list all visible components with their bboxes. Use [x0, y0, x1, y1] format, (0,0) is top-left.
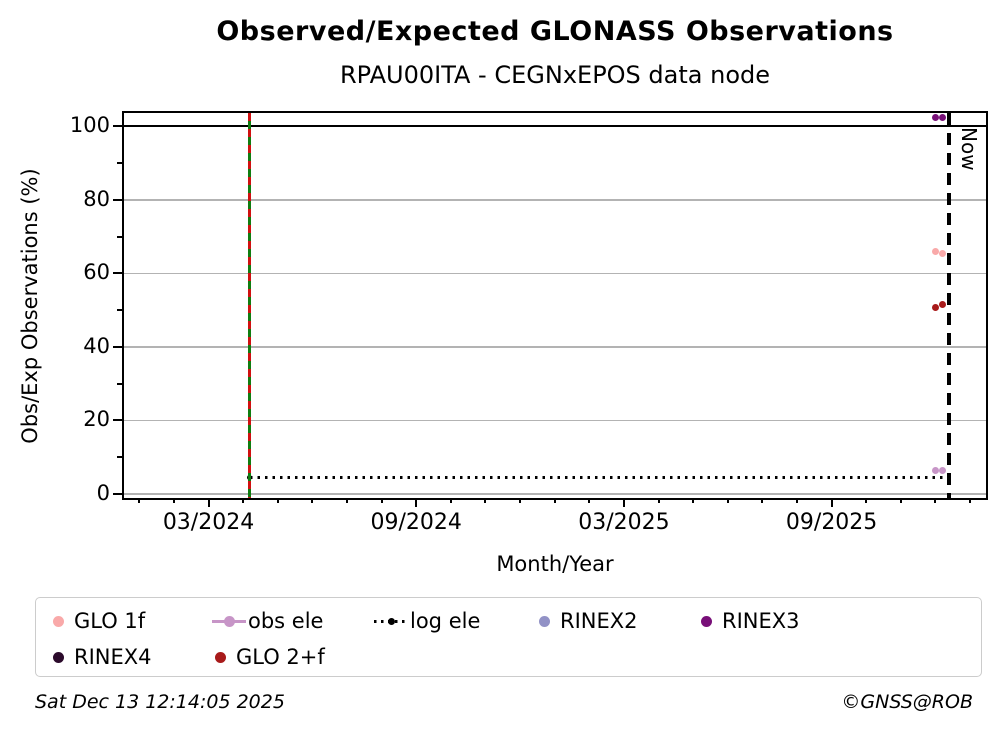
plot-area: Now 0 20 40 60 80 100 03/2024 09/2024 03/2025 09/… — [70, 113, 986, 535]
legend-dot-icon — [53, 615, 64, 627]
legend-line-marker-icon — [374, 614, 408, 628]
y-tick-major — [113, 419, 122, 422]
x-tick-minor — [899, 498, 902, 503]
x-tick-label: 09/2024 — [370, 510, 462, 535]
legend-label: GLO 2+f — [236, 645, 325, 669]
y-tick-major — [113, 125, 122, 128]
x-tick-major — [622, 498, 625, 507]
log-ele-line — [249, 476, 950, 479]
y-tick-minor — [117, 162, 122, 164]
y-tick-minor — [117, 309, 122, 312]
x-tick-minor — [380, 498, 383, 503]
legend-label: obs ele — [248, 609, 324, 633]
legend: GLO 1f obs ele log ele RINEX2 RINEX3 RINEX4 GL… — [35, 597, 982, 677]
legend-item-glo-1f: GLO 1f — [50, 603, 212, 639]
x-tick-minor — [484, 498, 487, 503]
timestamp: Sat Dec 13 12:14:05 2025 — [35, 691, 285, 713]
y-axis-label: Obs/Exp Observations (%) — [18, 168, 42, 444]
x-axis-label: Month/Year — [496, 552, 614, 576]
data-point-glo-1f — [938, 249, 946, 257]
copyright: ©GNSS@ROB — [841, 691, 973, 713]
legend-item-obs-ele: obs ele — [212, 603, 374, 639]
event-line — [248, 113, 252, 498]
legend-dot-icon — [53, 651, 64, 663]
x-tick-minor — [345, 498, 348, 503]
x-tick-minor — [553, 498, 556, 503]
data-point-rinex3 — [938, 113, 946, 121]
data-point-glo-2-f — [938, 301, 946, 309]
x-tick-minor — [138, 498, 141, 503]
legend-label: log ele — [410, 609, 481, 633]
now-line — [947, 113, 952, 498]
x-tick-minor — [449, 498, 452, 503]
grid-line — [124, 419, 986, 422]
data-point-obs-ele — [938, 466, 946, 474]
x-tick-major — [415, 498, 418, 507]
y-tick-label: 100 — [69, 113, 110, 138]
grid-line — [124, 346, 986, 348]
chart-subtitle: RPAU00ITA - CEGNxEPOS data node — [340, 61, 770, 89]
x-tick-minor — [969, 498, 972, 503]
legend-item-log-ele: log ele — [374, 603, 536, 639]
legend-label: RINEX3 — [722, 609, 800, 633]
now-label: Now — [957, 127, 982, 171]
y-tick-label: 40 — [83, 333, 110, 358]
legend-dot-icon — [215, 651, 226, 663]
y-tick-label: 80 — [83, 186, 110, 211]
legend-dot-icon — [539, 615, 550, 627]
data-point-obs-ele — [931, 466, 939, 474]
legend-label: RINEX2 — [560, 609, 638, 633]
x-tick-minor — [865, 498, 868, 503]
y-tick-major — [113, 272, 122, 275]
legend-item-rinex2: RINEX2 — [536, 603, 698, 639]
y-tick-minor — [117, 382, 122, 385]
x-tick-minor — [519, 498, 522, 503]
x-tick-label: 09/2025 — [785, 510, 878, 535]
legend-line-marker-icon — [212, 614, 246, 628]
x-tick-minor — [588, 498, 591, 503]
legend-item-glo-2-f: GLO 2+f — [212, 639, 374, 675]
y-tick-label: 20 — [83, 407, 110, 432]
grid-line — [124, 272, 986, 275]
x-tick-minor — [726, 498, 729, 503]
grid-line — [124, 493, 986, 495]
hline-100-percent — [124, 124, 986, 128]
data-point-rinex3 — [931, 114, 939, 122]
x-tick-label: 03/2025 — [578, 510, 670, 535]
x-tick-minor — [172, 498, 175, 503]
legend-item-rinex3: RINEX3 — [698, 603, 860, 639]
data-point-glo-1f — [931, 247, 939, 255]
x-tick-minor — [934, 498, 937, 503]
legend-item-rinex4: RINEX4 — [50, 639, 212, 675]
x-tick-minor — [761, 498, 764, 503]
chart-title: Observed/Expected GLONASS Observations — [216, 16, 894, 47]
x-tick-minor — [276, 498, 279, 503]
y-tick-minor — [117, 235, 122, 238]
legend-dot-icon — [701, 615, 712, 627]
y-tick-major — [113, 492, 122, 495]
y-tick-major — [113, 198, 122, 201]
y-tick-label: 60 — [83, 260, 110, 285]
x-tick-minor — [692, 498, 695, 503]
data-point-glo-2-f — [931, 304, 939, 312]
x-tick-minor — [311, 498, 314, 503]
x-tick-minor — [657, 498, 660, 503]
y-tick-minor — [117, 456, 122, 459]
legend-label: RINEX4 — [74, 645, 152, 669]
grid-line — [124, 199, 986, 201]
x-tick-label: 03/2024 — [162, 510, 255, 535]
x-tick-minor — [242, 498, 245, 503]
y-tick-label: 0 — [96, 480, 110, 505]
x-tick-minor — [795, 498, 798, 503]
y-tick-major — [113, 345, 122, 348]
legend-label: GLO 1f — [74, 609, 146, 633]
x-tick-major — [207, 498, 210, 507]
x-tick-major — [830, 498, 833, 507]
